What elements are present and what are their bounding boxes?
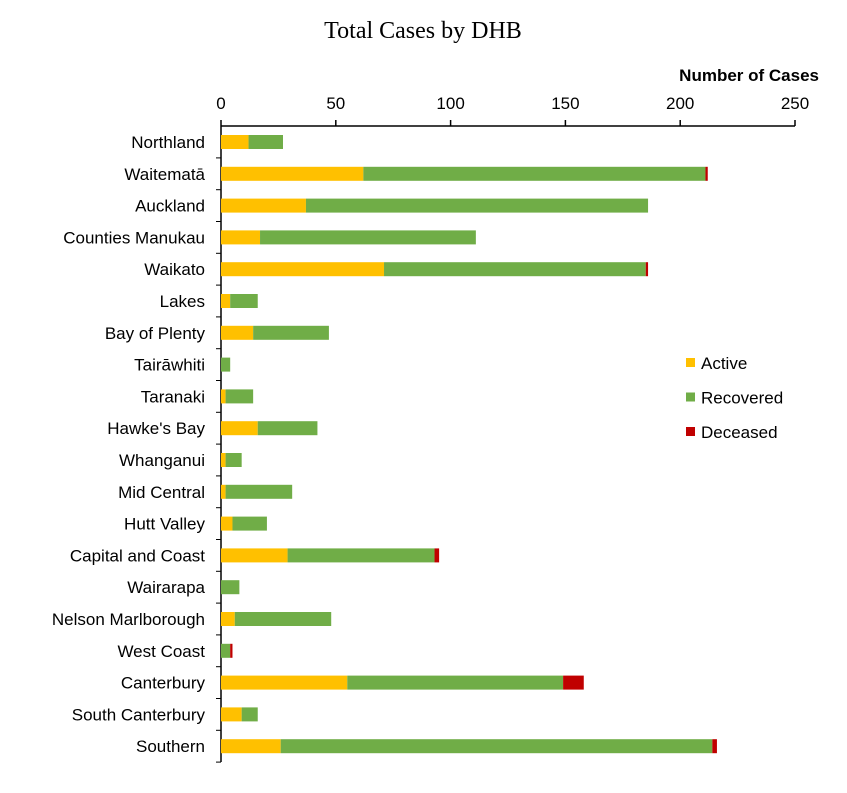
bar-recovered <box>221 357 231 372</box>
category-label: Lakes <box>160 292 205 311</box>
bar-recovered <box>234 612 332 626</box>
legend-label: Recovered <box>701 389 783 408</box>
bar-deceased <box>705 166 708 181</box>
bar-active <box>221 675 348 690</box>
bar-recovered <box>221 643 231 658</box>
legend: Active Recovered Deceased <box>686 354 783 442</box>
category-label: Counties Manukau <box>63 228 205 247</box>
x-tick-label: 0 <box>216 94 225 113</box>
legend-label: Deceased <box>701 423 778 442</box>
bar-deceased <box>645 262 649 277</box>
bar-recovered <box>253 325 329 340</box>
bar-active <box>221 198 306 213</box>
category-label: West Coast <box>117 642 205 661</box>
bar-recovered <box>260 230 476 245</box>
bar-recovered <box>280 739 713 754</box>
bar-active <box>221 453 226 467</box>
x-tick-label: 150 <box>551 94 579 113</box>
category-label: Mid Central <box>118 483 205 502</box>
legend-label: Active <box>701 354 747 373</box>
bar-active <box>221 389 226 404</box>
category-label: Bay of Plenty <box>105 324 206 343</box>
bar-recovered <box>221 580 240 595</box>
bar-recovered <box>230 294 258 308</box>
bar-recovered <box>257 421 318 436</box>
bar-recovered <box>305 198 649 213</box>
x-tick-label: 100 <box>436 94 464 113</box>
bar-recovered <box>363 166 706 181</box>
bar-active <box>221 612 235 626</box>
category-label: Waikato <box>144 260 205 279</box>
y-axis-labels: Northland Waitematā Auckland Counties Manuk… <box>52 133 206 756</box>
bar-active <box>221 516 233 531</box>
bar-recovered <box>248 135 283 149</box>
bar-recovered <box>347 675 564 690</box>
category-label: Waitematā <box>124 165 205 184</box>
legend-swatch <box>686 392 695 402</box>
category-label: Wairarapa <box>127 578 205 597</box>
bar-active <box>221 135 249 149</box>
bar-recovered <box>241 707 258 722</box>
bar-active <box>221 230 261 245</box>
plot-area <box>221 135 717 754</box>
category-label: Hawke's Bay <box>107 419 205 438</box>
x-tick-label: 250 <box>781 94 809 113</box>
bar-active <box>221 166 364 181</box>
category-label: South Canterbury <box>72 705 206 724</box>
legend-swatch <box>686 427 695 436</box>
category-label: Capital and Coast <box>70 546 205 565</box>
bar-recovered <box>232 516 267 531</box>
category-label: Tairāwhiti <box>134 356 205 375</box>
bar-deceased <box>712 739 717 754</box>
category-label: Taranaki <box>141 387 205 406</box>
bar-active <box>221 548 288 563</box>
bar-deceased <box>230 643 233 658</box>
bar-active <box>221 421 258 436</box>
bar-deceased <box>434 548 440 563</box>
bar-recovered <box>225 484 293 499</box>
category-label: Hutt Valley <box>124 515 205 534</box>
bar-active <box>221 739 281 754</box>
x-axis-title: Number of Cases <box>679 66 819 85</box>
category-label: Southern <box>136 737 205 756</box>
bar-recovered <box>225 453 242 467</box>
bar-active <box>221 262 385 277</box>
category-label: Nelson Marlborough <box>52 610 205 629</box>
legend-swatch <box>686 358 695 367</box>
bar-recovered <box>384 262 646 277</box>
bar-recovered <box>225 389 254 404</box>
category-label: Auckland <box>135 197 205 216</box>
bar-deceased <box>563 675 584 690</box>
bar-active <box>221 484 226 499</box>
category-label: Canterbury <box>121 674 206 693</box>
bar-active <box>221 294 231 308</box>
category-label: Northland <box>131 133 205 152</box>
x-tick-label: 50 <box>326 94 345 113</box>
bar-active <box>221 325 254 340</box>
x-tick-label: 200 <box>666 94 694 113</box>
chart-title: Total Cases by DHB <box>324 18 522 44</box>
category-label: Whanganui <box>119 451 205 470</box>
bar-recovered <box>287 548 435 563</box>
bar-active <box>221 707 242 722</box>
